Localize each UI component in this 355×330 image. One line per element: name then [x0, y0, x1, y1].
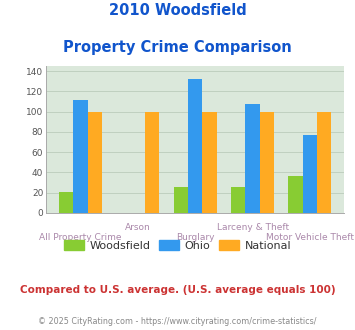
Text: Arson: Arson: [125, 223, 151, 232]
Bar: [174, 186, 188, 213]
Bar: [188, 79, 202, 213]
Legend: Woodsfield, Ohio, National: Woodsfield, Ohio, National: [59, 236, 296, 255]
Bar: [59, 192, 73, 213]
Text: © 2025 CityRating.com - https://www.cityrating.com/crime-statistics/: © 2025 CityRating.com - https://www.city…: [38, 317, 317, 326]
Bar: [145, 112, 159, 213]
Bar: [245, 105, 260, 213]
Bar: [260, 112, 274, 213]
Text: 2010 Woodsfield: 2010 Woodsfield: [109, 3, 246, 18]
Text: Compared to U.S. average. (U.S. average equals 100): Compared to U.S. average. (U.S. average …: [20, 285, 335, 295]
Text: All Property Crime: All Property Crime: [39, 233, 122, 242]
Text: Motor Vehicle Theft: Motor Vehicle Theft: [266, 233, 354, 242]
Bar: [202, 112, 217, 213]
Text: Burglary: Burglary: [176, 233, 214, 242]
Bar: [88, 112, 102, 213]
Bar: [73, 100, 88, 213]
Text: Larceny & Theft: Larceny & Theft: [217, 223, 289, 232]
Bar: [303, 135, 317, 213]
Bar: [231, 186, 245, 213]
Bar: [317, 112, 332, 213]
Bar: [288, 177, 303, 213]
Text: Property Crime Comparison: Property Crime Comparison: [63, 40, 292, 54]
